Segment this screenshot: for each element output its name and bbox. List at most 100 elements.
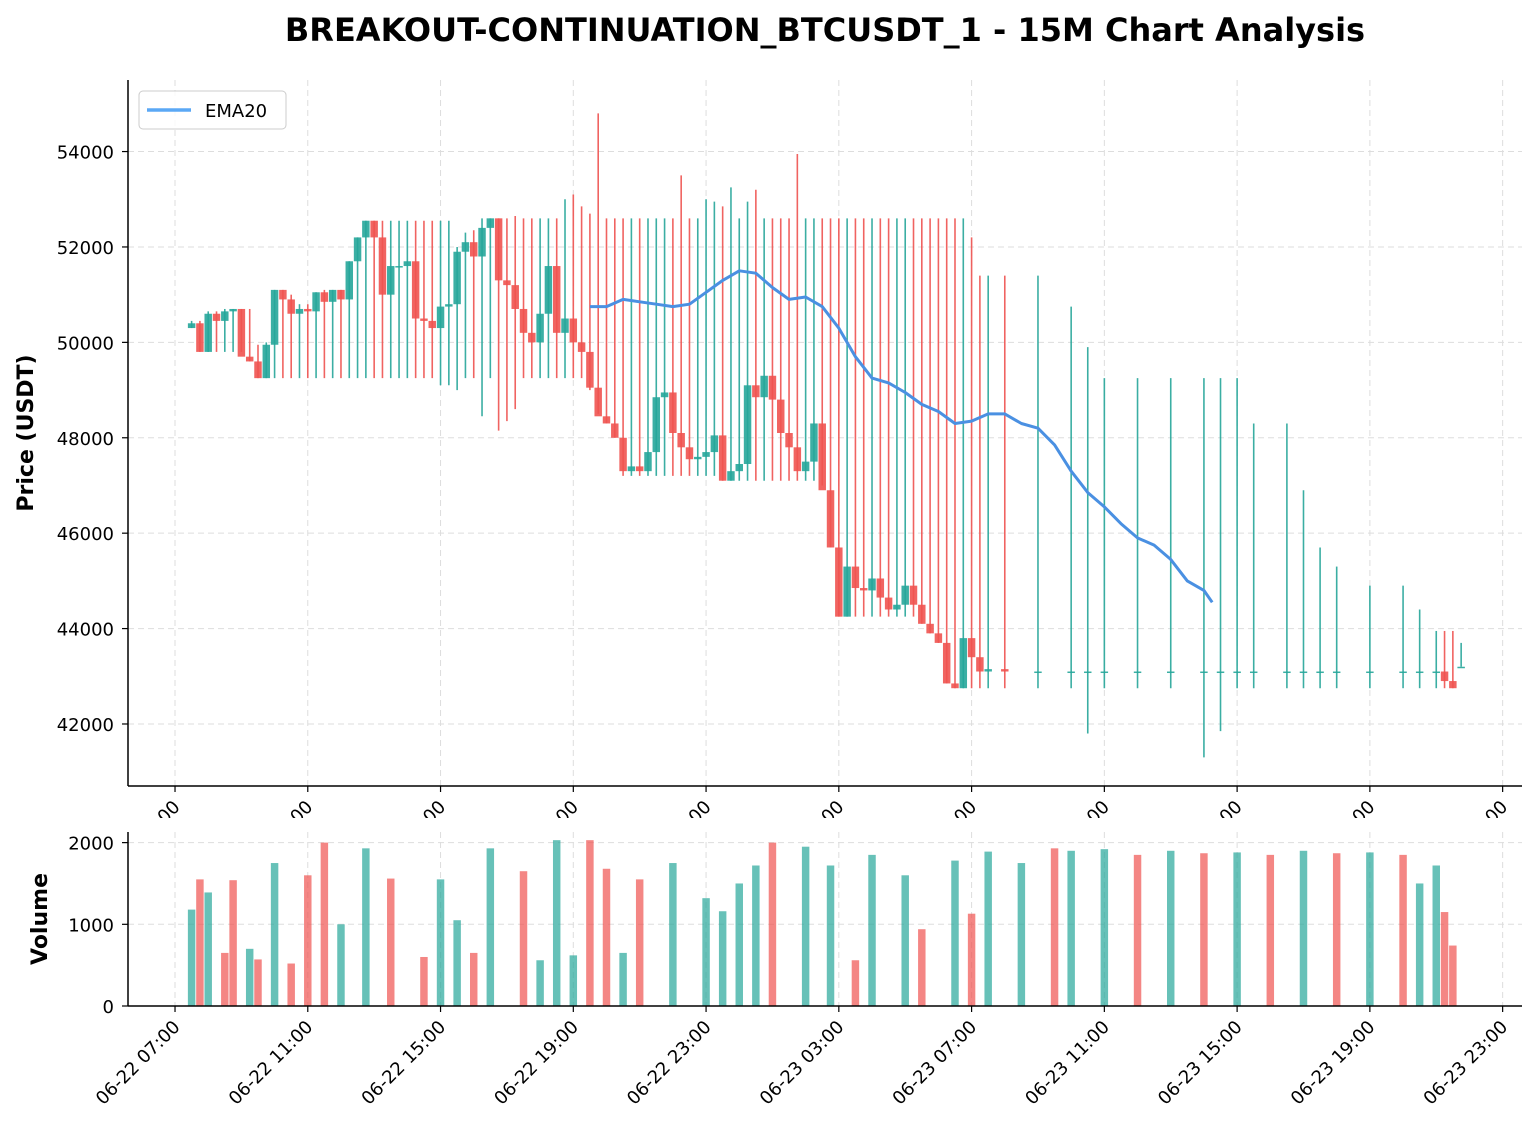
candle-body <box>843 566 851 617</box>
candle <box>976 275 984 689</box>
candle <box>918 218 926 624</box>
candle-body <box>561 318 569 333</box>
candle-body <box>1432 671 1440 674</box>
volume-bar <box>436 879 445 1006</box>
candle-body <box>262 344 271 379</box>
volume-tick-label: 1000 <box>68 915 114 936</box>
volume-bar <box>245 948 254 1006</box>
candle-body <box>270 289 279 345</box>
volume-bar <box>1233 852 1241 1006</box>
candle <box>436 220 445 386</box>
candle <box>262 342 271 379</box>
candle <box>204 311 212 352</box>
volume-bar <box>619 952 627 1006</box>
volume-bar <box>1432 865 1440 1006</box>
candle-body <box>1457 666 1465 669</box>
price-y-label: Price (USDT) <box>14 354 39 511</box>
candle <box>1449 630 1457 689</box>
candle-body <box>378 237 387 295</box>
candle-body <box>370 220 378 238</box>
volume-x-tick-label: 06-22 07:00 <box>92 1017 185 1110</box>
candle-body <box>445 304 453 307</box>
candle-body <box>694 456 702 460</box>
candle <box>669 218 677 476</box>
price-tick-label: 50000 <box>57 333 114 354</box>
volume-bar <box>951 860 959 1006</box>
candle-body <box>627 466 636 472</box>
candle <box>702 199 710 476</box>
candle <box>411 220 420 379</box>
volume-bar <box>304 875 312 1006</box>
candle-body <box>652 397 661 453</box>
candle-body <box>942 642 951 684</box>
volume-x-tick-label: 06-22 11:00 <box>225 1017 318 1110</box>
candle <box>785 218 793 481</box>
candle-body <box>403 261 412 267</box>
volume-x-tick-label: 06-22 19:00 <box>490 1017 583 1110</box>
candle <box>1001 275 1009 689</box>
candle-body <box>470 242 478 257</box>
candle-body <box>727 471 735 481</box>
candle-body <box>735 464 743 472</box>
candle-body <box>494 218 503 281</box>
candle <box>254 344 262 379</box>
candle <box>428 220 436 379</box>
candle <box>212 311 221 352</box>
candle <box>801 218 810 481</box>
candle-body <box>644 452 652 472</box>
volume-tick-label: 2000 <box>68 834 114 855</box>
candle-body <box>1316 671 1324 674</box>
candle <box>868 218 876 617</box>
candle <box>478 218 486 417</box>
candle <box>685 218 694 476</box>
candle <box>851 218 860 617</box>
candle-body <box>1440 671 1449 682</box>
candle-body <box>237 308 246 357</box>
candle-body <box>660 392 669 398</box>
candle-body <box>594 387 602 417</box>
candle <box>760 218 768 481</box>
volume-tick-label: 0 <box>103 997 114 1018</box>
candle-body <box>478 227 486 257</box>
candle-body <box>519 308 528 333</box>
volume-bar <box>984 851 992 1006</box>
candle <box>777 218 785 481</box>
candle <box>619 218 627 476</box>
candle <box>320 289 329 379</box>
candle <box>826 218 835 548</box>
candle <box>1216 378 1225 732</box>
candle-body <box>1283 671 1291 674</box>
candle <box>835 218 843 617</box>
candle <box>470 230 478 379</box>
candle-body <box>777 399 785 433</box>
candle <box>893 218 901 617</box>
volume-bar <box>702 898 710 1006</box>
candle <box>270 289 279 379</box>
candle <box>312 292 320 379</box>
candle-body <box>635 466 644 472</box>
candle <box>403 220 412 379</box>
candle <box>295 304 304 379</box>
candle <box>652 218 661 476</box>
candle <box>951 218 959 689</box>
candle <box>1299 490 1308 689</box>
volume-bar <box>901 875 909 1006</box>
candle <box>1415 609 1424 689</box>
candle-body <box>702 452 710 457</box>
volume-bar <box>187 909 196 1006</box>
candle-body <box>328 289 337 302</box>
volume-bar <box>420 956 428 1006</box>
candle-body <box>1216 671 1225 674</box>
candle <box>229 308 237 352</box>
volume-bar <box>1415 883 1424 1006</box>
candle <box>1457 642 1465 669</box>
candle <box>876 218 885 617</box>
chart-title: BREAKOUT-CONTINUATION_BTCUSDT_1 - 15M Ch… <box>285 11 1365 49</box>
candle-body <box>362 220 370 238</box>
candle <box>810 218 818 481</box>
candle <box>1167 378 1175 689</box>
candle-body <box>602 416 611 424</box>
candle-body <box>893 604 901 610</box>
candle <box>942 218 951 684</box>
